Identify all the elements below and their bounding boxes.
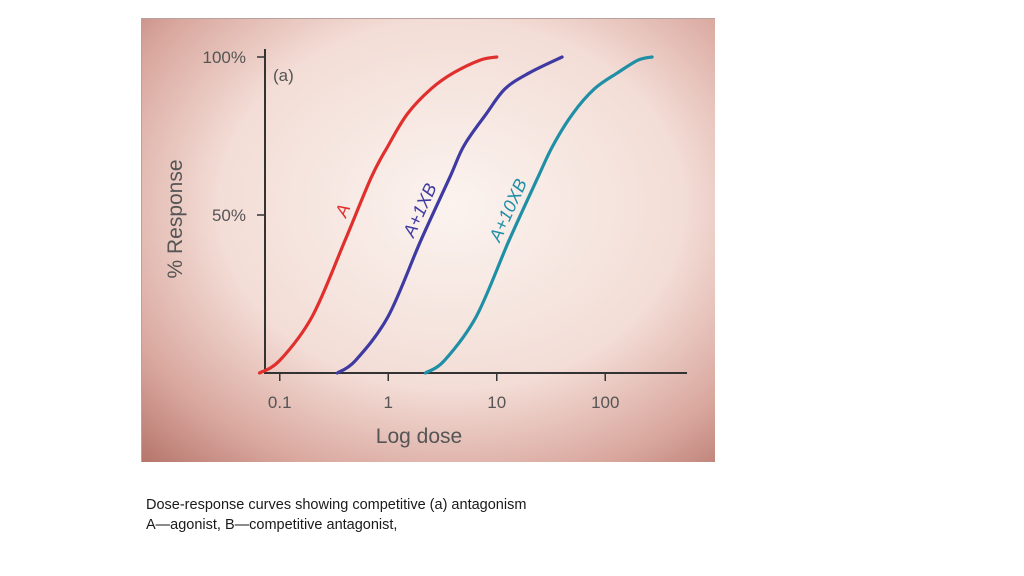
axes [264, 49, 687, 374]
curve-2 [423, 55, 654, 375]
caption-line-1: Dose-response curves showing competitive… [146, 497, 527, 513]
y-tick-label-0: 50% [212, 206, 246, 225]
y-tick-label-1: 100% [203, 48, 246, 67]
x-axis-title: Log dose [376, 425, 462, 448]
curve-label-0: A [331, 201, 354, 221]
curve-labels: A A+1XB A+10XB [331, 176, 531, 246]
dose-response-figure: 0.1 1 10 100 50% 100% A A+1XB A+10XB (a) Log do… [141, 18, 715, 462]
x-tick-label-0: 0.1 [268, 393, 292, 412]
x-tick-label-1: 1 [384, 393, 393, 412]
figure-caption: Dose-response curves showing competitive… [146, 495, 526, 535]
curves [257, 55, 654, 375]
y-axis-title: % Response [164, 159, 187, 278]
ticks: 0.1 1 10 100 50% 100% [203, 48, 620, 412]
caption-line-2: A—agonist, B—competitive antagonist, [146, 517, 398, 533]
x-tick-label-2: 10 [487, 393, 506, 412]
panel-label: (a) [273, 66, 294, 85]
curve-0 [257, 55, 499, 375]
dose-response-chart: 0.1 1 10 100 50% 100% A A+1XB A+10XB (a) Log do… [164, 48, 687, 448]
x-tick-label-3: 100 [591, 393, 619, 412]
curve-1 [335, 55, 564, 375]
